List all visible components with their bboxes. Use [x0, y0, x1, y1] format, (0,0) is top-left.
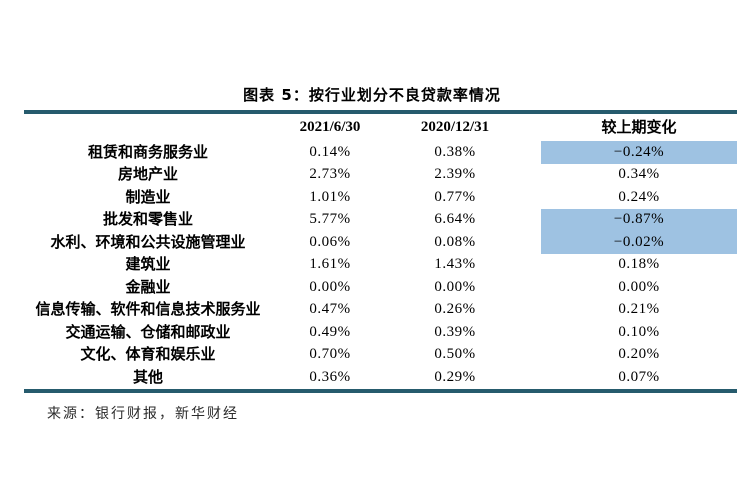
- row-label: 水利、环境和公共设施管理业: [50, 232, 246, 251]
- value-change: 0.21%: [618, 301, 660, 318]
- row-label: 信息传输、软件和信息技术服务业: [35, 300, 261, 319]
- table-row: 建筑业 1.61% 1.43% 0.18%: [24, 254, 737, 277]
- table-row: 批发和零售业 5.77% 6.64% −0.87%: [24, 208, 737, 231]
- table-row: 其他 0.36% 0.29% 0.07%: [24, 366, 737, 389]
- value-2021: 0.36%: [309, 368, 351, 385]
- value-2020: 6.64%: [434, 211, 476, 228]
- row-label: 房地产业: [117, 165, 178, 184]
- table-row: 金融业 0.00% 0.00% 0.00%: [24, 276, 737, 299]
- row-label: 批发和零售业: [102, 210, 193, 229]
- value-2021: 0.70%: [309, 346, 351, 363]
- figure-title: 图表 5：按行业划分不良贷款率情况: [243, 86, 501, 104]
- value-2021: 1.01%: [309, 188, 351, 205]
- value-2020: 0.00%: [434, 278, 476, 295]
- value-change: −0.87%: [541, 208, 737, 231]
- value-2020: 0.77%: [434, 188, 476, 205]
- value-change: −0.02%: [541, 231, 737, 254]
- row-label: 租赁和商务服务业: [87, 142, 208, 161]
- table-row: 租赁和商务服务业 0.14% 0.38% −0.24%: [24, 141, 737, 164]
- row-label: 建筑业: [125, 255, 171, 274]
- value-change: 0.07%: [618, 368, 660, 385]
- row-label: 交通运输、仓储和邮政业: [65, 322, 231, 341]
- value-2020: 0.39%: [434, 323, 476, 340]
- row-label: 文化、体育和娱乐业: [80, 345, 216, 364]
- value-2021: 0.49%: [309, 323, 351, 340]
- value-change: 0.00%: [618, 278, 660, 295]
- value-2021: 1.61%: [309, 256, 351, 273]
- table-row: 信息传输、软件和信息技术服务业 0.47% 0.26% 0.21%: [24, 299, 737, 322]
- row-label: 制造业: [125, 187, 171, 206]
- source-note: 来源：银行财报，新华财经: [47, 407, 239, 422]
- npl-table: 2021/6/30 2020/12/31 较上期变化 租赁和商务服务业 0.14…: [24, 110, 737, 393]
- table-row: 文化、体育和娱乐业 0.70% 0.50% 0.20%: [24, 344, 737, 367]
- value-change: −0.24%: [541, 141, 737, 164]
- value-2021: 0.00%: [309, 278, 351, 295]
- value-2020: 1.43%: [434, 256, 476, 273]
- value-2021: 5.77%: [309, 211, 351, 228]
- value-2020: 0.26%: [434, 301, 476, 318]
- table-header-row: 2021/6/30 2020/12/31 较上期变化: [24, 114, 737, 141]
- header-col-2021: 2021/6/30: [299, 119, 361, 135]
- value-2021: 0.47%: [309, 301, 351, 318]
- table-row: 交通运输、仓储和邮政业 0.49% 0.39% 0.10%: [24, 321, 737, 344]
- table-row: 房地产业 2.73% 2.39% 0.34%: [24, 164, 737, 187]
- table-row: 制造业 1.01% 0.77% 0.24%: [24, 186, 737, 209]
- value-change: 0.18%: [618, 256, 660, 273]
- top-rule: [24, 110, 737, 114]
- bottom-rule: [24, 388, 737, 393]
- value-2021: 2.73%: [309, 166, 351, 183]
- value-2021: 0.14%: [309, 143, 351, 160]
- value-2021: 0.06%: [309, 233, 351, 250]
- value-change: 0.20%: [618, 346, 660, 363]
- row-label: 其他: [132, 367, 163, 386]
- value-2020: 0.29%: [434, 368, 476, 385]
- row-label: 金融业: [125, 277, 171, 296]
- value-2020: 2.39%: [434, 166, 476, 183]
- value-change: 0.34%: [618, 166, 660, 183]
- table-row: 水利、环境和公共设施管理业 0.06% 0.08% −0.02%: [24, 231, 737, 254]
- value-2020: 0.08%: [434, 233, 476, 250]
- header-col-2020: 2020/12/31: [420, 119, 490, 135]
- value-2020: 0.50%: [434, 346, 476, 363]
- value-2020: 0.38%: [434, 143, 476, 160]
- value-change: 0.24%: [618, 188, 660, 205]
- value-change: 0.10%: [618, 323, 660, 340]
- header-col-change: 较上期变化: [601, 118, 677, 136]
